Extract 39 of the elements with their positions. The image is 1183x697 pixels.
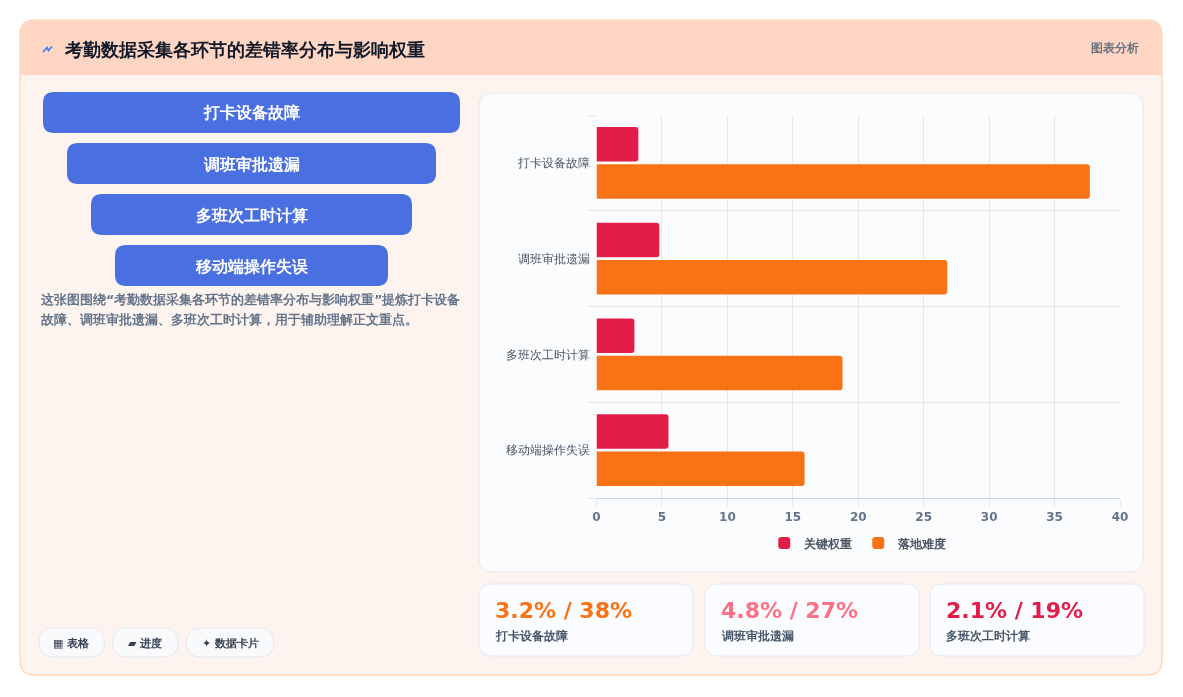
y-tick-label: 移动端操作失误 — [505, 443, 590, 458]
x-tick-label: 0 — [592, 510, 601, 525]
y-tick-label: 打卡设备故障 — [516, 156, 590, 171]
text: 考勤数据采集各环节的差错率分布与影响权重 — [64, 39, 425, 60]
category-label: 打卡设备故障 — [495, 629, 568, 643]
bar — [596, 318, 635, 353]
x-tick-label: 30 — [980, 510, 998, 525]
text: 4.8% / 27% — [721, 598, 859, 623]
y-tick-label: 调班审批遗漏 — [517, 251, 590, 266]
x-tick-label: 35 — [1046, 510, 1063, 525]
legend-label: 落地难度 — [897, 536, 947, 551]
text: 2.1% / 19% — [946, 598, 1084, 623]
bar — [596, 127, 639, 162]
bar — [596, 451, 805, 486]
text: 这张图围绕“考勤数据采集各环节的差错率分布与影响权重”提炼打卡设备故障、调班审批遗漏、多班次工时计算，用于辅助理解正文重点。 — [40, 292, 461, 327]
y-tick-label: 多班次工时计算 — [505, 347, 590, 362]
bar — [596, 164, 1090, 199]
bar — [596, 355, 843, 391]
text: ✦ 数据卡片 — [202, 637, 260, 650]
x-tick-label: 25 — [915, 510, 933, 525]
category-label: 调班审批遗漏 — [721, 629, 794, 643]
bar — [596, 222, 660, 258]
x-tick-label: 40 — [1111, 510, 1129, 525]
bar — [596, 414, 669, 449]
text: 图表分析 — [1091, 41, 1139, 55]
category-label: 移动端操作失误 — [195, 257, 309, 276]
x-tick-label: 15 — [784, 510, 802, 525]
x-tick-label: 10 — [719, 510, 736, 525]
category-label: 调班审批遗漏 — [203, 155, 300, 174]
x-tick-label: 20 — [849, 510, 867, 525]
text: ▦ 表格 — [53, 637, 91, 650]
category-label: 多班次工时计算 — [946, 629, 1030, 643]
text: ▰ 进度 — [128, 637, 163, 650]
legend-label: 关键权重 — [803, 536, 853, 551]
category-label: 打卡设备故障 — [203, 103, 300, 122]
bar — [596, 260, 948, 295]
category-label: 多班次工时计算 — [196, 206, 308, 225]
x-tick-label: 5 — [657, 510, 667, 525]
text: 3.2% / 38% — [495, 598, 633, 623]
